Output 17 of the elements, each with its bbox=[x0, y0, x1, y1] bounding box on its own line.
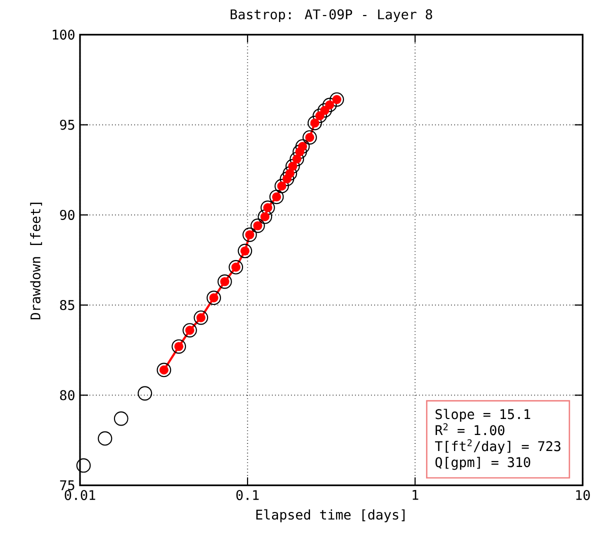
annotation: T[ft$^{2}$/day] = 723 bbox=[435, 439, 560, 454]
y-axis-title: Drawdown [feet] bbox=[30, 202, 42, 320]
x-tick-label: 1 bbox=[412, 490, 418, 500]
x-axis-title: Elapsed time [days] bbox=[256, 509, 405, 522]
annotation: Slope = 15.1 bbox=[436, 408, 530, 422]
y-tick-label: 75 bbox=[60, 480, 74, 490]
y-tick-label: 80 bbox=[60, 390, 74, 400]
x-tick-label: 0.1 bbox=[236, 490, 259, 500]
y-tick-label: 95 bbox=[60, 120, 74, 130]
annotation: Q[gpm] = 310 bbox=[435, 456, 530, 470]
y-tick-label: 100 bbox=[52, 29, 74, 40]
chart-title: Bastrop: AT-09P - Layer 8 bbox=[230, 9, 432, 22]
x-tick-label: 0.01 bbox=[64, 490, 96, 500]
x-tick-label: 10 bbox=[576, 490, 590, 500]
y-tick-label: 85 bbox=[60, 300, 74, 310]
annotation: R$^{2}$ = 1.00 bbox=[436, 423, 504, 436]
y-tick-label: 90 bbox=[60, 210, 74, 220]
